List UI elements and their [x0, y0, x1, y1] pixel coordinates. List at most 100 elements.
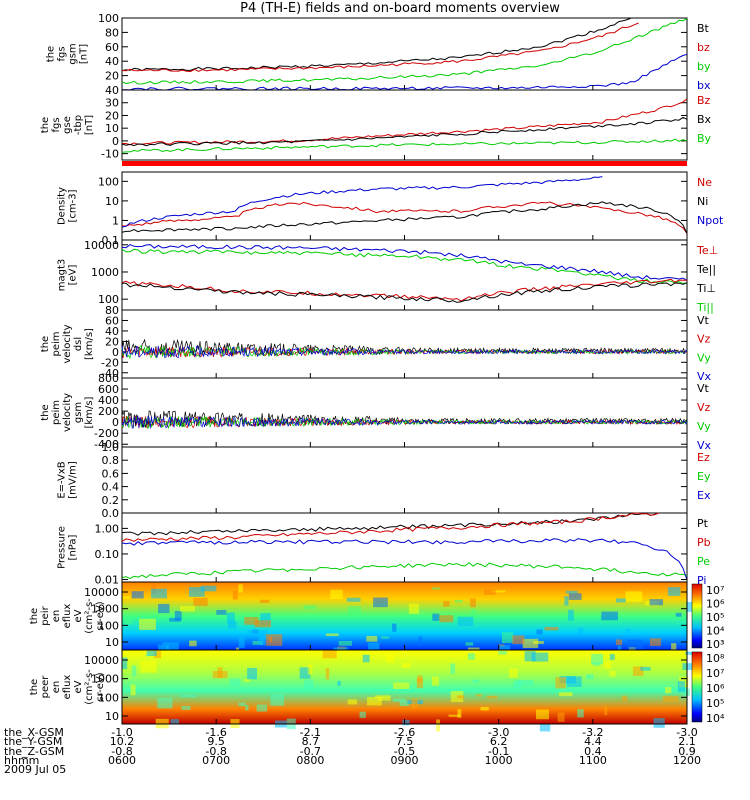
ephemeris-y: 8.7: [301, 735, 320, 749]
y-tick-label: -200: [94, 427, 119, 440]
y-tick-label: 40: [105, 84, 119, 97]
spec-patch: [650, 638, 661, 646]
y-axis-label: [nT]: [84, 115, 95, 135]
spec-patch: [188, 587, 205, 597]
spec-patch: [189, 640, 197, 647]
spec-patch: [401, 662, 411, 669]
legend-entry: Vz: [697, 333, 711, 346]
spec-patch: [385, 652, 395, 663]
spec-patch: [498, 645, 511, 652]
spec-patch: [508, 668, 518, 678]
legend-entry: Bz: [697, 94, 711, 107]
legend-entry: Bt: [697, 22, 710, 35]
spec-patch: [408, 603, 419, 614]
series-Ti⊥: [121, 244, 688, 281]
spec-patch: [418, 636, 423, 647]
y-tick-label: 0.0: [102, 507, 120, 520]
ephemeris-hhmm: 0800: [296, 753, 325, 767]
series-Pe: [121, 561, 688, 580]
ephemeris-x: -2.6: [393, 726, 416, 739]
legend-entry: bx: [697, 79, 711, 92]
spec-patch: [536, 629, 543, 635]
colorbar-label: 10⁴: [706, 712, 725, 725]
spec-patch: [256, 704, 268, 712]
spec-patch: [260, 599, 270, 603]
colorbar-label: 10⁵: [706, 611, 724, 624]
spec-patch: [238, 702, 246, 707]
series-by: [121, 17, 688, 85]
spec-patch: [522, 638, 539, 649]
spec-patch: [130, 684, 136, 696]
spec-patch: [671, 643, 677, 652]
ephemeris-z: 0.4: [584, 744, 602, 758]
spec-patch: [348, 606, 361, 616]
y-tick-label: 60: [105, 41, 119, 54]
spectrogram: [122, 582, 687, 650]
spec-patch: [151, 588, 167, 599]
spec-patch: [450, 663, 456, 674]
panel-peer_spec: 10⁸ 10⁷ 10⁶ 10⁵ 10⁴ 10000 1000 100 10 the peer en ef…: [29, 649, 725, 732]
velocity-trace: [121, 345, 688, 359]
spec-patch: [448, 714, 461, 717]
spec-patch: [338, 640, 353, 646]
x-gsm-label: the_X-GSM: [4, 726, 64, 739]
y-tick-label: 100: [98, 619, 119, 632]
panel-frame: [121, 512, 688, 583]
ephemeris-z: -0.7: [299, 744, 322, 758]
y-tick-label: 80: [105, 304, 119, 317]
legend-entry: Vx: [697, 439, 712, 452]
spec-patch: [524, 651, 536, 662]
y-tick-label: 1: [112, 214, 119, 227]
spec-patch: [258, 634, 266, 646]
spec-patch: [337, 680, 341, 686]
y-axis-label: Pressure: [57, 526, 68, 569]
legend-entry: Vx: [697, 370, 712, 383]
spec-patch: [254, 620, 272, 628]
spec-patch: [232, 590, 238, 600]
spec-patch: [200, 585, 217, 592]
ephemeris-y: 10.2: [109, 735, 135, 749]
spec-patch: [265, 634, 283, 646]
spec-patch: [653, 718, 665, 728]
y-tick-label: -400: [94, 438, 119, 451]
y-axis-label: the: [29, 608, 40, 624]
ephemeris-x: -3.2: [582, 726, 604, 739]
y-axis-label: (cm²-s-: [84, 598, 95, 634]
spec-patch: [373, 597, 388, 608]
legend-entry: Pi: [697, 574, 706, 587]
spec-patch: [392, 698, 407, 702]
spec-patch: [325, 668, 330, 680]
spec-patch: [591, 653, 604, 664]
velocity-trace: [121, 338, 688, 357]
colorbar: [691, 583, 703, 649]
spec-patch: [432, 613, 440, 621]
spec-patch: [472, 679, 480, 683]
ephemeris-column: -2.1 8.7 -0.7 0800: [280, 727, 340, 767]
legend-entry: Ne: [697, 176, 712, 189]
spec-patch: [439, 615, 454, 623]
legend-entry: Ez: [697, 451, 710, 464]
spec-patch: [169, 617, 181, 622]
y-tick-label: 20: [105, 109, 119, 122]
spec-patch: [158, 603, 170, 614]
legend-entry: Vy: [697, 420, 711, 433]
velocity-trace: [121, 415, 688, 429]
y-tick-label: -10: [101, 148, 119, 161]
y-tick-label: 10: [105, 195, 119, 208]
y-axis-label: eV: [73, 609, 84, 622]
y-axis-label: [nT]: [79, 44, 90, 64]
ephemeris-column: -3.0 6.2 -0.1 1000: [469, 727, 529, 766]
spec-patch: [381, 636, 389, 639]
spec-patch: [626, 628, 631, 634]
y-tick-label: 400: [98, 394, 119, 407]
spec-patch: [411, 698, 418, 708]
y-tick-label: 1000: [91, 266, 119, 279]
y-axis-label: Density: [57, 187, 68, 225]
spec-patch: [559, 676, 576, 684]
spec-patch: [244, 616, 259, 625]
spec-patch: [609, 654, 615, 660]
legend-entry: By: [697, 132, 712, 145]
spec-patch: [470, 609, 476, 615]
spec-patch: [483, 589, 496, 595]
spec-patch: [179, 606, 196, 612]
